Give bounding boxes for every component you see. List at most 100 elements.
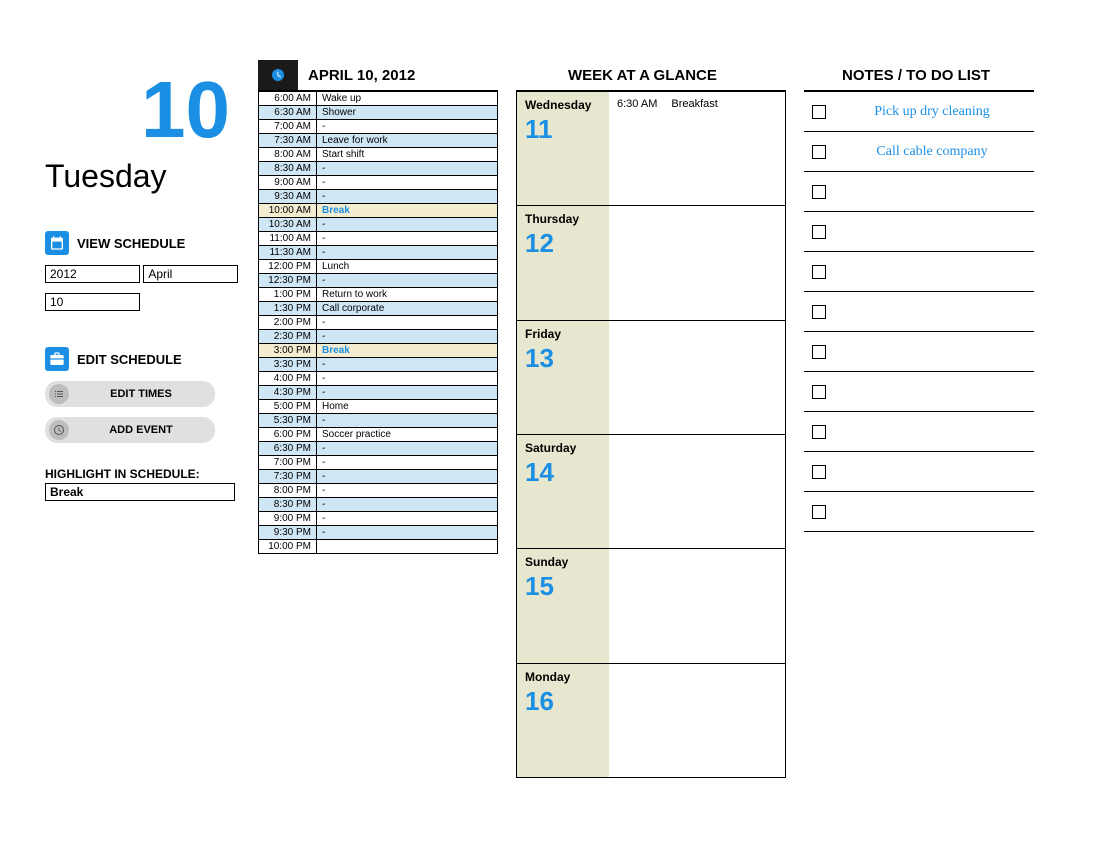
- schedule-row[interactable]: 6:00 AMWake up: [259, 92, 497, 105]
- note-row[interactable]: Pick up dry cleaning: [804, 92, 1034, 132]
- month-input[interactable]: [143, 265, 238, 283]
- note-checkbox[interactable]: [812, 105, 826, 119]
- schedule-event: Start shift: [317, 148, 497, 161]
- week-day[interactable]: Saturday14: [517, 434, 785, 548]
- note-checkbox[interactable]: [812, 345, 826, 359]
- schedule-row[interactable]: 4:00 PM-: [259, 371, 497, 385]
- note-row[interactable]: Call cable company: [804, 132, 1034, 172]
- schedule-row[interactable]: 8:00 PM-: [259, 483, 497, 497]
- note-checkbox[interactable]: [812, 265, 826, 279]
- note-row[interactable]: [804, 492, 1034, 532]
- schedule-time: 12:30 PM: [259, 274, 317, 287]
- schedule-row[interactable]: 7:30 PM-: [259, 469, 497, 483]
- schedule-row[interactable]: 9:30 PM-: [259, 525, 497, 539]
- week-column: WEEK AT A GLANCE Wednesday116:30 AMBreak…: [516, 60, 786, 778]
- schedule-time: 7:30 PM: [259, 470, 317, 483]
- note-checkbox[interactable]: [812, 185, 826, 199]
- schedule-row[interactable]: 11:30 AM-: [259, 245, 497, 259]
- week-day-number: 11: [525, 114, 601, 145]
- schedule-row[interactable]: 7:30 AMLeave for work: [259, 133, 497, 147]
- schedule-event: -: [317, 526, 497, 539]
- schedule-time: 7:00 PM: [259, 456, 317, 469]
- note-checkbox[interactable]: [812, 145, 826, 159]
- year-input[interactable]: [45, 265, 140, 283]
- note-checkbox[interactable]: [812, 305, 826, 319]
- schedule-time: 9:30 AM: [259, 190, 317, 203]
- schedule-row[interactable]: 10:30 AM-: [259, 217, 497, 231]
- schedule-row[interactable]: 1:30 PMCall corporate: [259, 301, 497, 315]
- week-day-name: Sunday: [525, 555, 601, 569]
- schedule-row[interactable]: 8:30 AM-: [259, 161, 497, 175]
- edit-times-label: EDIT TIMES: [77, 388, 205, 400]
- schedule-row[interactable]: 6:00 PMSoccer practice: [259, 427, 497, 441]
- week-day-number: 15: [525, 571, 601, 602]
- schedule-row[interactable]: 9:30 AM-: [259, 189, 497, 203]
- schedule-row[interactable]: 8:00 AMStart shift: [259, 147, 497, 161]
- schedule-time: 12:00 PM: [259, 260, 317, 273]
- schedule-time: 7:00 AM: [259, 120, 317, 133]
- schedule-event: -: [317, 456, 497, 469]
- week-event-time: 6:30 AM: [617, 98, 657, 110]
- schedule-row[interactable]: 4:30 PM-: [259, 385, 497, 399]
- schedule-row[interactable]: 6:30 PM-: [259, 441, 497, 455]
- note-checkbox[interactable]: [812, 425, 826, 439]
- schedule-event: -: [317, 316, 497, 329]
- highlight-input[interactable]: [45, 483, 235, 501]
- schedule-row[interactable]: 5:30 PM-: [259, 413, 497, 427]
- schedule-row[interactable]: 5:00 PMHome: [259, 399, 497, 413]
- schedule-row[interactable]: 12:30 PM-: [259, 273, 497, 287]
- schedule-time: 1:30 PM: [259, 302, 317, 315]
- schedule-row[interactable]: 2:00 PM-: [259, 315, 497, 329]
- week-day-number: 12: [525, 228, 601, 259]
- schedule-event: -: [317, 190, 497, 203]
- note-row[interactable]: [804, 172, 1034, 212]
- schedule-row[interactable]: 8:30 PM-: [259, 497, 497, 511]
- note-checkbox[interactable]: [812, 385, 826, 399]
- schedule-row[interactable]: 12:00 PMLunch: [259, 259, 497, 273]
- schedule-row[interactable]: 3:30 PM-: [259, 357, 497, 371]
- edit-times-button[interactable]: EDIT TIMES: [45, 381, 215, 407]
- week-day-name: Monday: [525, 670, 601, 684]
- schedule-event: -: [317, 498, 497, 511]
- week-title: WEEK AT A GLANCE: [540, 67, 717, 84]
- note-checkbox[interactable]: [812, 505, 826, 519]
- schedule-event: -: [317, 246, 497, 259]
- schedule-row[interactable]: 9:00 AM-: [259, 175, 497, 189]
- schedule-row[interactable]: 11:00 AM-: [259, 231, 497, 245]
- day-input[interactable]: [45, 293, 140, 311]
- schedule-time: 6:30 AM: [259, 106, 317, 119]
- schedule-time: 6:00 PM: [259, 428, 317, 441]
- schedule-row[interactable]: 10:00 PM: [259, 539, 497, 553]
- add-event-button[interactable]: ADD EVENT: [45, 417, 215, 443]
- schedule-row[interactable]: 7:00 PM-: [259, 455, 497, 469]
- week-day[interactable]: Sunday 15: [517, 548, 785, 662]
- schedule-column: APRIL 10, 2012 6:00 AMWake up6:30 AMShow…: [258, 60, 498, 778]
- note-checkbox[interactable]: [812, 465, 826, 479]
- note-row[interactable]: [804, 212, 1034, 252]
- note-row[interactable]: [804, 292, 1034, 332]
- schedule-row[interactable]: 1:00 PMReturn to work: [259, 287, 497, 301]
- schedule-row[interactable]: 7:00 AM-: [259, 119, 497, 133]
- note-row[interactable]: [804, 252, 1034, 292]
- week-day[interactable]: Monday16: [517, 663, 785, 777]
- week-day[interactable]: Wednesday116:30 AMBreakfast: [517, 92, 785, 205]
- schedule-row[interactable]: 2:30 PM-: [259, 329, 497, 343]
- schedule-event: -: [317, 484, 497, 497]
- week-day[interactable]: Thursday12: [517, 205, 785, 319]
- schedule-event: Wake up: [317, 92, 497, 105]
- schedule-row[interactable]: 6:30 AMShower: [259, 105, 497, 119]
- clock-header-icon: [266, 63, 290, 87]
- schedule-row[interactable]: 10:00 AMBreak: [259, 203, 497, 217]
- schedule-time: 5:30 PM: [259, 414, 317, 427]
- schedule-time: 11:00 AM: [259, 232, 317, 245]
- note-row[interactable]: [804, 372, 1034, 412]
- schedule-row[interactable]: 9:00 PM-: [259, 511, 497, 525]
- week-day[interactable]: Friday13: [517, 320, 785, 434]
- note-row[interactable]: [804, 412, 1034, 452]
- schedule-row[interactable]: 3:00 PMBreak: [259, 343, 497, 357]
- note-checkbox[interactable]: [812, 225, 826, 239]
- note-row[interactable]: [804, 332, 1034, 372]
- week-event: 6:30 AMBreakfast: [617, 98, 777, 110]
- note-row[interactable]: [804, 452, 1034, 492]
- briefcase-icon: [45, 347, 69, 371]
